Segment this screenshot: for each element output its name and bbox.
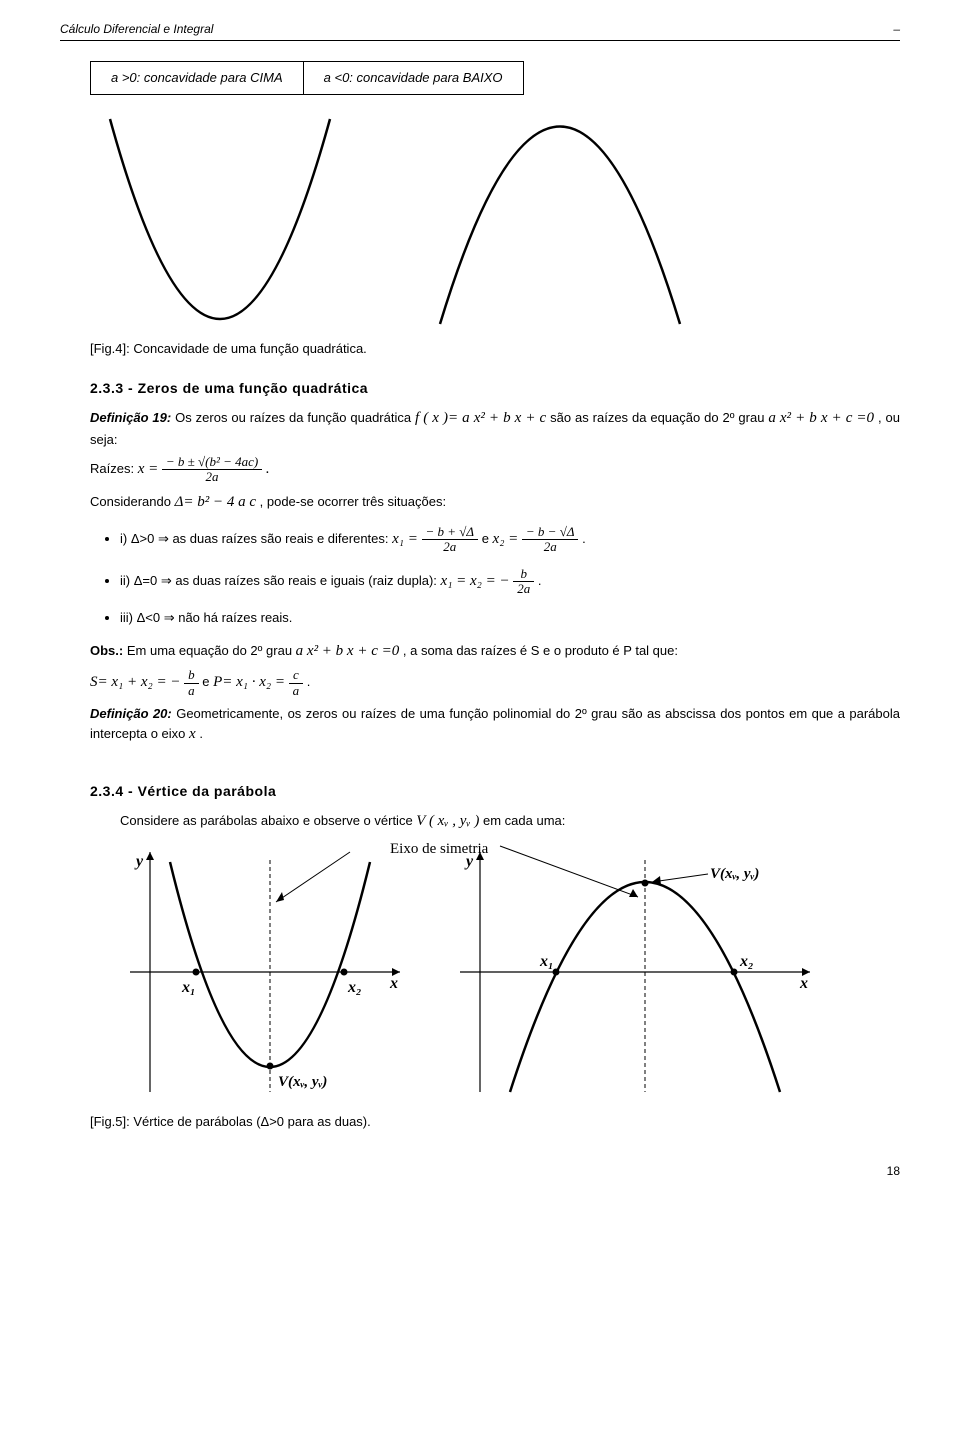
parabola-up xyxy=(90,99,350,329)
def20-dot: . xyxy=(199,726,203,741)
axis-x-label-2: x xyxy=(799,975,808,992)
def19: Definição 19: Os zeros ou raízes da funç… xyxy=(90,407,900,449)
raizes-dot: . xyxy=(266,461,270,477)
case-i-x2-frac: − b − √Δ 2a xyxy=(522,525,579,555)
obs: Obs.: Em uma equação do 2º grau a x² + b… xyxy=(90,640,900,663)
case-i-x2-num: − b − √Δ xyxy=(522,525,579,540)
def19-eq: a x² + b x + c =0 xyxy=(768,410,874,426)
x1-label-2: x₁ xyxy=(539,953,554,970)
case-ii: ii) Δ=0 ⇒ as duas raízes são reais e igu… xyxy=(120,567,900,597)
case-i-x2-den: 2a xyxy=(522,540,579,554)
vertex-parabola-up: y x x₁ x₂ V(xᵥ, yᵥ) xyxy=(90,842,420,1102)
obs-s-lhs: S= x₁ + x₂ = − xyxy=(90,675,180,691)
obs-s-den: a xyxy=(184,684,199,698)
raizes-num: − b ± √(b² − 4ac) xyxy=(162,455,262,470)
obs-p-num: c xyxy=(289,668,304,683)
section-233-title: 2.3.3 - Zeros de uma função quadrática xyxy=(90,378,900,399)
raizes-lhs: x = xyxy=(138,461,159,477)
obs-p-lhs: P= x₁ · x₂ = xyxy=(213,675,285,691)
case-i-x1-num: − b + √Δ xyxy=(422,525,479,540)
case-i-x2-lhs: x₂ = xyxy=(493,531,519,547)
header-left: Cálculo Diferencial e Integral xyxy=(60,20,213,38)
section-234-intro: Considere as parábolas abaixo e observe … xyxy=(120,810,900,833)
def20-text: Geometricamente, os zeros ou raízes de u… xyxy=(90,706,900,742)
raizes-label: Raízes: xyxy=(90,461,138,476)
obs-text: Em uma equação do 2º grau xyxy=(127,643,296,658)
def20-label: Definição 20: xyxy=(90,706,172,721)
header-right: – xyxy=(893,20,900,38)
concavity-figures xyxy=(90,99,900,329)
def20-x: x xyxy=(189,726,196,742)
concavity-down-label: a <0: concavidade para BAIXO xyxy=(303,62,523,95)
intro-b: em cada uma: xyxy=(483,813,565,828)
vertex-parabola-down: y x x₁ x₂ V(xᵥ, yᵥ) xyxy=(450,842,830,1102)
concavity-up-label: a >0: concavidade para CIMA xyxy=(91,62,304,95)
x2-label: x₂ xyxy=(347,979,362,996)
case-i-dot: . xyxy=(582,531,586,546)
obs-s-frac: b a xyxy=(184,668,199,698)
fig5-caption: [Fig.5]: Vértice de parábolas (Δ>0 para … xyxy=(90,1112,900,1132)
vertex-label-down: V(xᵥ, yᵥ) xyxy=(710,866,759,882)
x1-label: x₁ xyxy=(181,979,196,996)
def19-formula: f ( x )= a x² + b x + c xyxy=(415,410,546,426)
def19-label: Definição 19: xyxy=(90,410,171,425)
axis-x-label: x xyxy=(389,975,398,992)
obs-dot: . xyxy=(307,675,311,690)
raizes-den: 2a xyxy=(162,470,262,484)
case-i-text: i) Δ>0 ⇒ as duas raízes são reais e dife… xyxy=(120,531,392,546)
concavity-table: a >0: concavidade para CIMA a <0: concav… xyxy=(90,61,524,95)
case-ii-frac: b 2a xyxy=(513,567,534,597)
intro-a: Considere as parábolas abaixo e observe … xyxy=(120,813,416,828)
def20: Definição 20: Geometricamente, os zeros … xyxy=(90,704,900,746)
consider-b: , pode-se ocorrer três situações: xyxy=(260,494,446,509)
def19-text-a: Os zeros ou raízes da função quadrática xyxy=(175,410,415,425)
page-header: Cálculo Diferencial e Integral – xyxy=(60,20,900,41)
consider-delta: Δ= b² − 4 a c xyxy=(175,494,256,510)
page-number: 18 xyxy=(60,1162,900,1180)
obs-sp: S= x₁ + x₂ = − b a e P= x₁ · x₂ = c a . xyxy=(90,668,900,698)
obs-label: Obs.: xyxy=(90,643,123,658)
obs-p-den: a xyxy=(289,684,304,698)
case-ii-den: 2a xyxy=(513,582,534,596)
case-i: i) Δ>0 ⇒ as duas raízes são reais e dife… xyxy=(120,525,900,555)
case-ii-num: b xyxy=(513,567,534,582)
obs-text2: , a soma das raízes é S e o produto é P … xyxy=(403,643,678,658)
case-i-e: e xyxy=(482,531,493,546)
section-234-title: 2.3.4 - Vértice da parábola xyxy=(90,781,900,802)
eixo-simetria-label: Eixo de simetria xyxy=(390,838,488,861)
case-iii: iii) Δ<0 ⇒ não há raízes reais. xyxy=(120,608,900,628)
case-i-x1-lhs: x₁ = xyxy=(392,531,418,547)
vertex-figures: Eixo de simetria y x x₁ x₂ V(xᵥ, yᵥ) xyxy=(90,842,900,1102)
case-iii-text: iii) Δ<0 ⇒ não há raízes reais. xyxy=(120,610,292,625)
x2-label-2: x₂ xyxy=(739,953,754,970)
case-ii-lhs: x₁ = x₂ = − xyxy=(441,573,510,589)
obs-e: e xyxy=(202,675,213,690)
obs-p-frac: c a xyxy=(289,668,304,698)
raizes-frac: − b ± √(b² − 4ac) 2a xyxy=(162,455,262,485)
vertex-label-up: V(xᵥ, yᵥ) xyxy=(278,1074,327,1090)
def19-text-b: são as raízes da equação do 2º grau xyxy=(550,410,768,425)
consider-a: Considerando xyxy=(90,494,175,509)
raizes-line: Raízes: x = − b ± √(b² − 4ac) 2a . xyxy=(90,455,900,485)
case-ii-text: ii) Δ=0 ⇒ as duas raízes são reais e igu… xyxy=(120,573,441,588)
axis-y-label: y xyxy=(134,853,144,870)
obs-eq: a x² + b x + c =0 xyxy=(296,643,400,659)
case-i-x1-den: 2a xyxy=(422,540,479,554)
considerando: Considerando Δ= b² − 4 a c , pode-se oco… xyxy=(90,491,900,514)
intro-V: V ( xᵥ , yᵥ ) xyxy=(416,813,479,829)
case-ii-dot: . xyxy=(538,573,542,588)
obs-s-num: b xyxy=(184,668,199,683)
fig4-caption: [Fig.4]: Concavidade de uma função quadr… xyxy=(90,339,900,359)
case-i-x1-frac: − b + √Δ 2a xyxy=(422,525,479,555)
parabola-down xyxy=(410,99,710,329)
cases-list: i) Δ>0 ⇒ as duas raízes são reais e dife… xyxy=(120,525,900,628)
